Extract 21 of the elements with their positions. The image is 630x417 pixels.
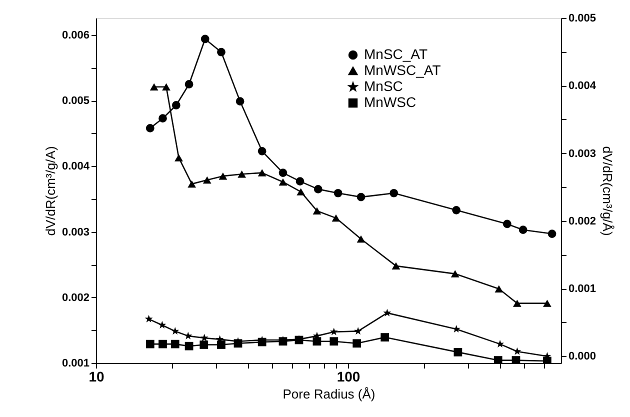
y2-tick-label: 0.003 [568, 148, 596, 160]
legend-label: MnSC [364, 78, 403, 94]
x-tick-label: 10 [88, 368, 104, 384]
legend-label: MnWSC [364, 94, 416, 110]
y-tick-label: 0.001 [62, 358, 90, 370]
y-axis-title: dV/dR(cm³/g/A) [42, 146, 58, 236]
y2-tick-label: 0.000 [568, 350, 596, 363]
y2-tick-label: 0.005 [568, 12, 596, 24]
y-tick-label: 0.005 [62, 95, 90, 108]
y2-tick-label: 0.004 [568, 80, 597, 92]
x-tick-label: 100 [336, 368, 360, 384]
x-axis-title: Pore Radius (Å) [282, 386, 376, 402]
legend-label: MnWSC_AT [364, 62, 442, 78]
y-tick-label: 0.003 [62, 226, 90, 238]
y2-tick-label: 0.002 [568, 215, 596, 228]
y2-tick-label: 0.001 [568, 283, 596, 296]
y2-axis-title: dV/dR(cm³/g/Å) [600, 146, 616, 236]
y-tick-label: 0.002 [62, 292, 90, 304]
y-tick-label: 0.004 [62, 160, 90, 173]
legend-label: MnSC_AT [364, 46, 428, 62]
y-tick-label: 0.006 [62, 30, 90, 42]
